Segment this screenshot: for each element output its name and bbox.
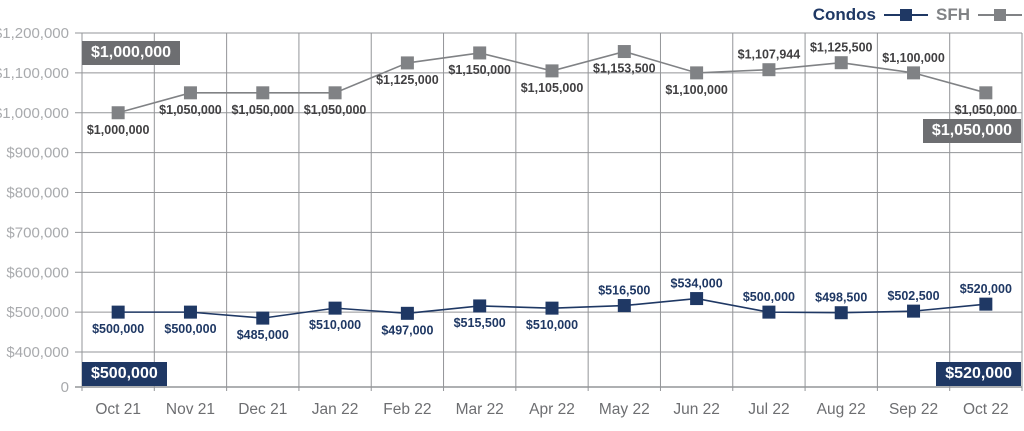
data-point-marker-condos xyxy=(907,304,921,318)
data-label-sfh: $1,050,000 xyxy=(231,103,294,117)
data-point-marker-condos xyxy=(328,301,342,315)
x-axis-label: Sep 22 xyxy=(889,401,938,418)
data-point-marker-condos xyxy=(400,306,414,320)
data-label-condos: $510,000 xyxy=(526,318,578,332)
data-label-sfh: $1,100,000 xyxy=(665,83,728,97)
legend-label-condos: Condos xyxy=(812,5,876,24)
data-point-marker-sfh xyxy=(545,64,559,78)
x-axis-label: Jul 22 xyxy=(748,401,789,418)
y-axis-label: $900,000 xyxy=(6,145,69,162)
data-label-sfh: $1,150,000 xyxy=(448,63,511,77)
data-label-sfh: $1,125,500 xyxy=(810,41,873,55)
data-label-condos: $497,000 xyxy=(381,323,433,337)
data-point-marker-sfh xyxy=(111,106,125,120)
x-axis-label: Nov 21 xyxy=(166,401,215,418)
data-point-marker-sfh xyxy=(183,86,197,100)
data-point-marker-sfh xyxy=(834,56,848,70)
x-axis-label: Jun 22 xyxy=(673,401,720,418)
x-axis-label: Apr 22 xyxy=(529,401,575,418)
data-point-marker-sfh xyxy=(400,56,414,70)
data-label-sfh: $1,050,000 xyxy=(159,103,222,117)
data-point-marker-condos xyxy=(545,301,559,315)
x-axis-label: Mar 22 xyxy=(456,401,504,418)
data-label-condos: $500,000 xyxy=(164,322,216,336)
data-point-marker-condos xyxy=(979,297,993,311)
x-axis-label: Oct 22 xyxy=(963,401,1009,418)
y-axis-label: $1,200,000 xyxy=(0,25,69,42)
data-point-marker-condos xyxy=(183,305,197,319)
data-label-condos: $498,500 xyxy=(815,291,867,305)
chart-legend: Condos SFH xyxy=(813,5,1022,25)
sfh-line-marker-icon xyxy=(978,9,1022,21)
data-point-marker-sfh xyxy=(762,63,776,77)
y-axis-label: $1,000,000 xyxy=(0,105,69,122)
condos-end-value-callout: $520,000 xyxy=(936,362,1021,386)
legend-label-sfh: SFH xyxy=(936,5,970,24)
x-axis-label: Dec 21 xyxy=(238,401,287,418)
data-point-marker-condos xyxy=(617,299,631,313)
data-point-marker-sfh xyxy=(473,46,487,60)
data-label-condos: $485,000 xyxy=(237,328,289,342)
y-axis-label: $700,000 xyxy=(6,224,69,241)
data-point-marker-condos xyxy=(256,311,270,325)
condos-line-marker-icon xyxy=(884,9,928,21)
y-axis-label: 0 xyxy=(61,379,69,396)
data-label-sfh: $1,107,944 xyxy=(738,48,801,62)
x-axis-label: Oct 21 xyxy=(95,401,141,418)
data-point-marker-condos xyxy=(834,306,848,320)
data-label-sfh: $1,050,000 xyxy=(955,103,1018,117)
x-axis-label: May 22 xyxy=(599,401,650,418)
data-label-sfh: $1,100,000 xyxy=(882,51,945,65)
data-label-sfh: $1,105,000 xyxy=(521,81,584,95)
y-axis-label: $800,000 xyxy=(6,185,69,202)
data-label-condos: $534,000 xyxy=(671,277,723,291)
data-point-marker-sfh xyxy=(617,45,631,59)
data-point-marker-sfh xyxy=(907,66,921,80)
sfh-end-value-callout: $1,050,000 xyxy=(922,119,1021,143)
data-point-marker-sfh xyxy=(690,66,704,80)
data-label-sfh: $1,153,500 xyxy=(593,62,656,76)
data-label-condos: $500,000 xyxy=(743,290,795,304)
sfh-start-value-callout: $1,000,000 xyxy=(82,41,181,65)
data-label-condos: $500,000 xyxy=(92,322,144,336)
x-axis-label: Jan 22 xyxy=(312,401,359,418)
data-label-sfh: $1,000,000 xyxy=(87,123,150,137)
x-axis-label: Aug 22 xyxy=(817,401,866,418)
data-label-condos: $510,000 xyxy=(309,318,361,332)
data-label-sfh: $1,125,000 xyxy=(376,73,439,87)
data-label-condos: $516,500 xyxy=(598,284,650,298)
x-axis-label: Feb 22 xyxy=(383,401,431,418)
data-label-condos: $520,000 xyxy=(960,282,1012,296)
data-point-marker-condos xyxy=(473,299,487,313)
y-axis-label: $400,000 xyxy=(6,344,69,361)
data-point-marker-sfh xyxy=(256,86,270,100)
data-point-marker-sfh xyxy=(328,86,342,100)
data-point-marker-condos xyxy=(690,292,704,306)
y-axis-label: $1,100,000 xyxy=(0,65,69,82)
data-point-marker-condos xyxy=(762,305,776,319)
data-label-sfh: $1,050,000 xyxy=(304,103,367,117)
data-label-condos: $502,500 xyxy=(887,289,939,303)
y-axis-label: $500,000 xyxy=(6,304,69,321)
y-axis-label: $600,000 xyxy=(6,264,69,281)
data-point-marker-condos xyxy=(111,305,125,319)
data-point-marker-sfh xyxy=(979,86,993,100)
data-label-condos: $515,500 xyxy=(454,316,506,330)
condos-start-value-callout: $500,000 xyxy=(82,362,167,386)
